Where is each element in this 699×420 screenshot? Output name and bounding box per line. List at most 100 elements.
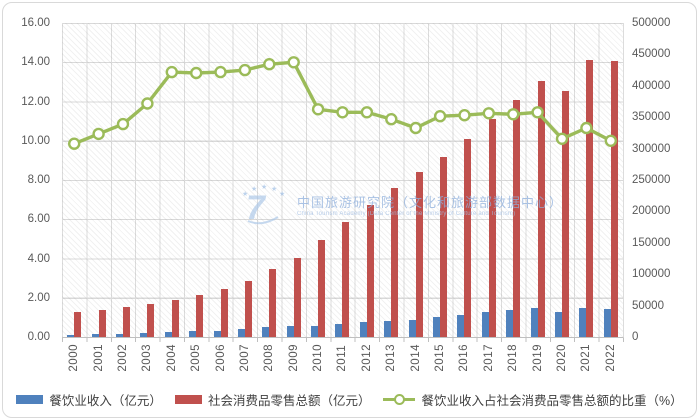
year-column: [184, 23, 208, 337]
ratio-line-marker: [458, 108, 471, 122]
ratio-line-marker: [67, 137, 81, 150]
blue-bar: [603, 309, 611, 337]
x-axis-year-label: 2021: [580, 344, 593, 372]
x-axis-year-label: 2018: [507, 344, 520, 372]
blue-bar: [286, 325, 294, 337]
axis-tick-label: 0.00: [27, 331, 50, 343]
ratio-line-series: [67, 56, 617, 150]
red-bar: [318, 239, 326, 337]
axis-tick-label: 16.00: [21, 17, 50, 29]
ratio-line-marker: [580, 121, 593, 135]
red-bar: [537, 80, 545, 337]
year-column: [282, 23, 306, 337]
ratio-line-marker: [263, 58, 276, 71]
red-bar: [196, 294, 204, 337]
blue-bar: [91, 334, 99, 337]
axis-tick-label: 10.00: [21, 134, 50, 147]
axis-tick-label: 6.00: [27, 213, 50, 226]
year-column: [160, 23, 184, 337]
x-axis-year-label: 2002: [116, 344, 129, 372]
x-axis-year-label: 2015: [434, 344, 447, 372]
red-bar: [98, 309, 106, 337]
red-bar: [610, 60, 618, 337]
year-column: [306, 23, 330, 337]
blue-bar: [530, 307, 538, 337]
legend-line-marker-icon: [383, 394, 416, 405]
axis-tick-label: 0: [632, 331, 639, 343]
red-bar: [513, 99, 521, 337]
legend-bar-swatch-icon: [16, 395, 44, 404]
ratio-line-marker: [165, 65, 179, 79]
legend-label: 餐饮业收入（亿元）: [49, 394, 162, 408]
blue-bar: [237, 329, 245, 337]
ratio-line-marker: [385, 112, 398, 126]
ratio-line-marker: [482, 107, 495, 120]
blue-bar: [115, 333, 123, 337]
x-axis-labels: 2000 2001 2002 2003 2004 2005 2006 2007 2008 2009…: [62, 344, 623, 372]
year-column: [574, 23, 598, 337]
red-bar: [562, 90, 569, 337]
x-axis-ticks: [62, 338, 624, 342]
axis-tick-label: 250000: [632, 174, 671, 186]
x-axis-year-label: 2014: [409, 344, 422, 372]
ratio-line-marker: [141, 97, 154, 110]
x-axis-year-label: 2017: [482, 344, 495, 372]
year-column: [111, 23, 135, 337]
blue-bar: [555, 312, 562, 337]
year-column: [62, 23, 86, 337]
ratio-line-marker: [116, 117, 130, 131]
ratio-line-marker: [531, 106, 544, 119]
year-column: [208, 23, 232, 337]
x-axis-year-label: 2008: [263, 344, 276, 372]
blue-bar: [481, 312, 489, 337]
ratio-line-marker: [433, 109, 447, 123]
blue-bar: [335, 324, 343, 337]
blue-bar: [262, 327, 270, 337]
year-column: [86, 23, 110, 337]
ratio-line-marker: [360, 106, 374, 119]
red-bar: [488, 118, 496, 337]
blue-bar: [579, 307, 587, 337]
red-bar: [244, 280, 252, 337]
legend-label: 餐饮业收入占社会消费品零售总额的比重（%）: [421, 394, 683, 408]
blue-bar: [384, 320, 392, 337]
x-axis-year-label: 2004: [165, 344, 178, 372]
year-column: [330, 23, 354, 337]
x-axis-year-label: 2019: [531, 344, 544, 372]
ratio-line-marker: [507, 108, 520, 121]
bar-series-group: [62, 23, 623, 337]
left-value-axis: 16.00 14.00 12.00 10.00 8.00 6.00 4.00 2.00 0.00: [0, 17, 50, 343]
x-axis-year-label: 2003: [141, 344, 154, 372]
ratio-line-marker: [287, 56, 300, 69]
year-column: [355, 23, 379, 337]
x-axis-year-label: 2006: [214, 344, 227, 372]
blue-bar: [359, 322, 367, 337]
red-bar: [122, 306, 130, 337]
axis-tick-label: 12.00: [21, 95, 50, 108]
x-axis-year-label: 2013: [385, 344, 398, 372]
year-column: [135, 23, 159, 337]
axis-tick-label: 350000: [632, 111, 671, 124]
legend: 餐饮业收入（亿元） 社会消费品零售总额（亿元） 餐饮业收入占社会消费品零售总额的比重…: [0, 390, 699, 409]
ratio-line-marker: [311, 103, 325, 116]
blue-bar: [213, 330, 221, 337]
legend-item: 社会消费品零售总额（亿元）: [174, 390, 370, 409]
blue-bar: [67, 334, 75, 337]
x-axis-year-label: 2016: [458, 344, 471, 372]
year-column: [403, 23, 427, 337]
year-column: [501, 23, 525, 337]
axis-tick-label: 14.00: [21, 56, 50, 69]
year-column: [477, 23, 501, 337]
red-bar: [74, 312, 82, 337]
x-axis-year-label: 2005: [190, 344, 203, 372]
legend-item: 餐饮业收入占社会消费品零售总额的比重（%）: [383, 390, 683, 409]
x-axis-year-label: 2012: [360, 344, 373, 372]
year-column: [233, 23, 257, 337]
year-column: [525, 23, 549, 337]
axis-tick-label: 200000: [632, 205, 671, 218]
axis-tick-label: 50000: [632, 299, 664, 312]
ratio-line-marker: [238, 63, 252, 77]
axis-tick-label: 500000: [632, 17, 671, 29]
axis-tick-label: 150000: [632, 236, 671, 249]
ratio-line-marker: [555, 132, 569, 146]
